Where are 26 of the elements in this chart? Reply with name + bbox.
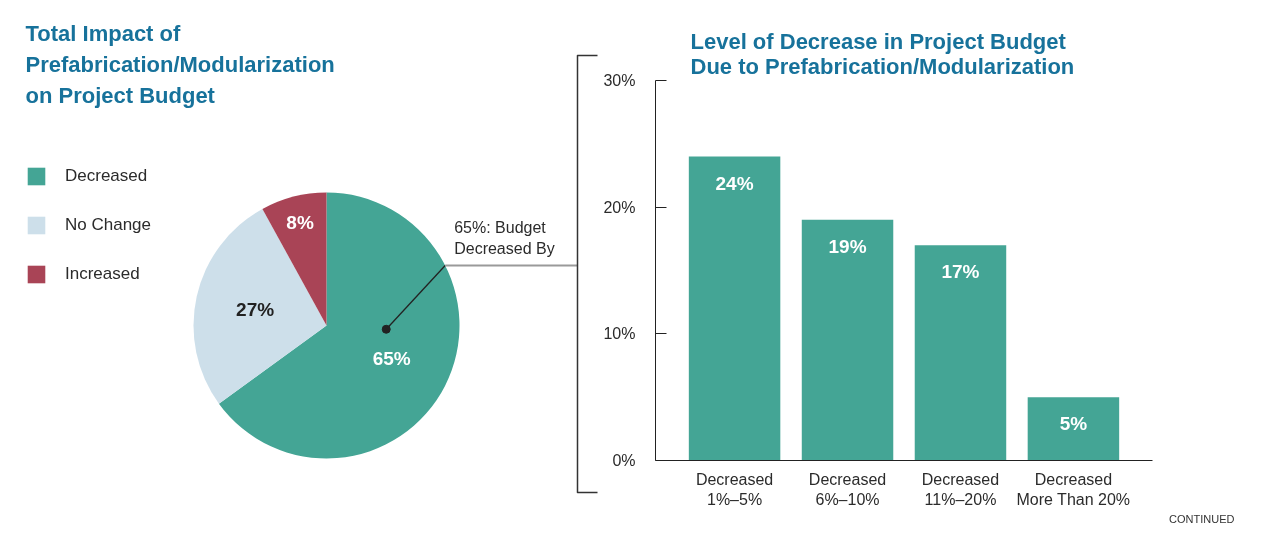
- bar: [914, 245, 1007, 461]
- text: CONTINUED: [1169, 512, 1235, 525]
- data-label: 65%: [372, 348, 411, 370]
- text: 65%: Budget Decreased By: [454, 219, 555, 258]
- data-label: 5%: [1059, 413, 1088, 435]
- data-label: 27%: [236, 299, 275, 321]
- bar: [801, 219, 894, 461]
- legend-label: No Change: [65, 214, 152, 236]
- data-label: 19%: [828, 235, 867, 257]
- chart-title: Level of Decrease in Project Budget Due to Prefabrication/Modularization: [690, 28, 1075, 79]
- y-tick-label: 0%: [612, 452, 636, 469]
- y-tick-label: 30%: [603, 72, 636, 89]
- y-tick-label: 20%: [603, 198, 636, 216]
- bar: [688, 156, 781, 461]
- data-label: 17%: [941, 261, 980, 283]
- x-tick-label: Decreased 11%–20%: [921, 470, 1000, 508]
- y-tick-label: 10%: [603, 325, 636, 343]
- x-tick-label: Decreased More Than 20%: [1016, 470, 1131, 508]
- legend-label: Increased: [65, 263, 140, 285]
- legend-label: Decreased: [65, 165, 148, 187]
- data-label: 24%: [715, 172, 754, 194]
- data-label: 8%: [286, 211, 314, 233]
- x-tick-label: Decreased 1%–5%: [695, 470, 774, 508]
- chart-title: Total Impact of Prefabrication/Modularization on Project Budget: [25, 20, 335, 108]
- x-tick-label: Decreased 6%–10%: [808, 470, 887, 508]
- bar: [1027, 397, 1120, 461]
